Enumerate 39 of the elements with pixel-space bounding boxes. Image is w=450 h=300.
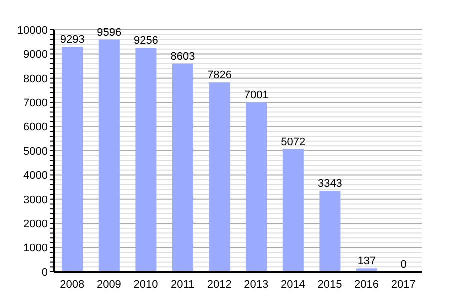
x-tick-label: 2017 bbox=[391, 278, 416, 291]
y-tick-label: 10000 bbox=[17, 24, 48, 37]
y-tick-label: 4000 bbox=[24, 170, 48, 182]
bar bbox=[209, 82, 230, 272]
data-label: 8603 bbox=[170, 50, 196, 63]
x-tick-label: 2014 bbox=[280, 278, 306, 291]
y-tick-label: 9000 bbox=[24, 49, 48, 62]
data-label: 9256 bbox=[134, 35, 158, 48]
bar bbox=[246, 102, 268, 272]
x-tick-label: 2011 bbox=[170, 278, 195, 291]
data-label: 9293 bbox=[60, 34, 85, 46]
bar bbox=[136, 48, 157, 272]
bar bbox=[98, 40, 120, 272]
x-tick-label: 2008 bbox=[60, 278, 85, 291]
x-tick-label: 2009 bbox=[96, 278, 122, 291]
x-tick-label: 2016 bbox=[354, 278, 380, 291]
y-tick-label: 6000 bbox=[24, 122, 48, 134]
x-tick-label: 2012 bbox=[207, 278, 232, 291]
data-label: 3343 bbox=[318, 178, 342, 190]
bar bbox=[320, 191, 341, 272]
data-label: 137 bbox=[358, 256, 376, 268]
data-label: 9596 bbox=[97, 26, 122, 39]
y-tick-label: 7000 bbox=[24, 98, 48, 110]
data-label: 7826 bbox=[208, 70, 232, 82]
data-label: 5072 bbox=[281, 136, 306, 148]
bar bbox=[172, 64, 194, 272]
bar bbox=[282, 149, 304, 272]
x-tick-label: 2010 bbox=[134, 278, 158, 291]
y-tick-label: 1000 bbox=[24, 242, 48, 255]
y-tick-label: 2000 bbox=[24, 218, 48, 231]
x-tick-label: 2013 bbox=[244, 278, 269, 291]
y-tick-label: 5000 bbox=[24, 146, 48, 158]
x-tick-label: 2015 bbox=[318, 278, 342, 291]
bar bbox=[62, 47, 84, 272]
y-tick-label: 0 bbox=[42, 266, 48, 279]
y-tick-label: 3000 bbox=[24, 194, 48, 206]
y-tick-label: 8000 bbox=[24, 73, 48, 86]
data-label: 7001 bbox=[244, 90, 269, 102]
data-label: 0 bbox=[400, 259, 407, 271]
